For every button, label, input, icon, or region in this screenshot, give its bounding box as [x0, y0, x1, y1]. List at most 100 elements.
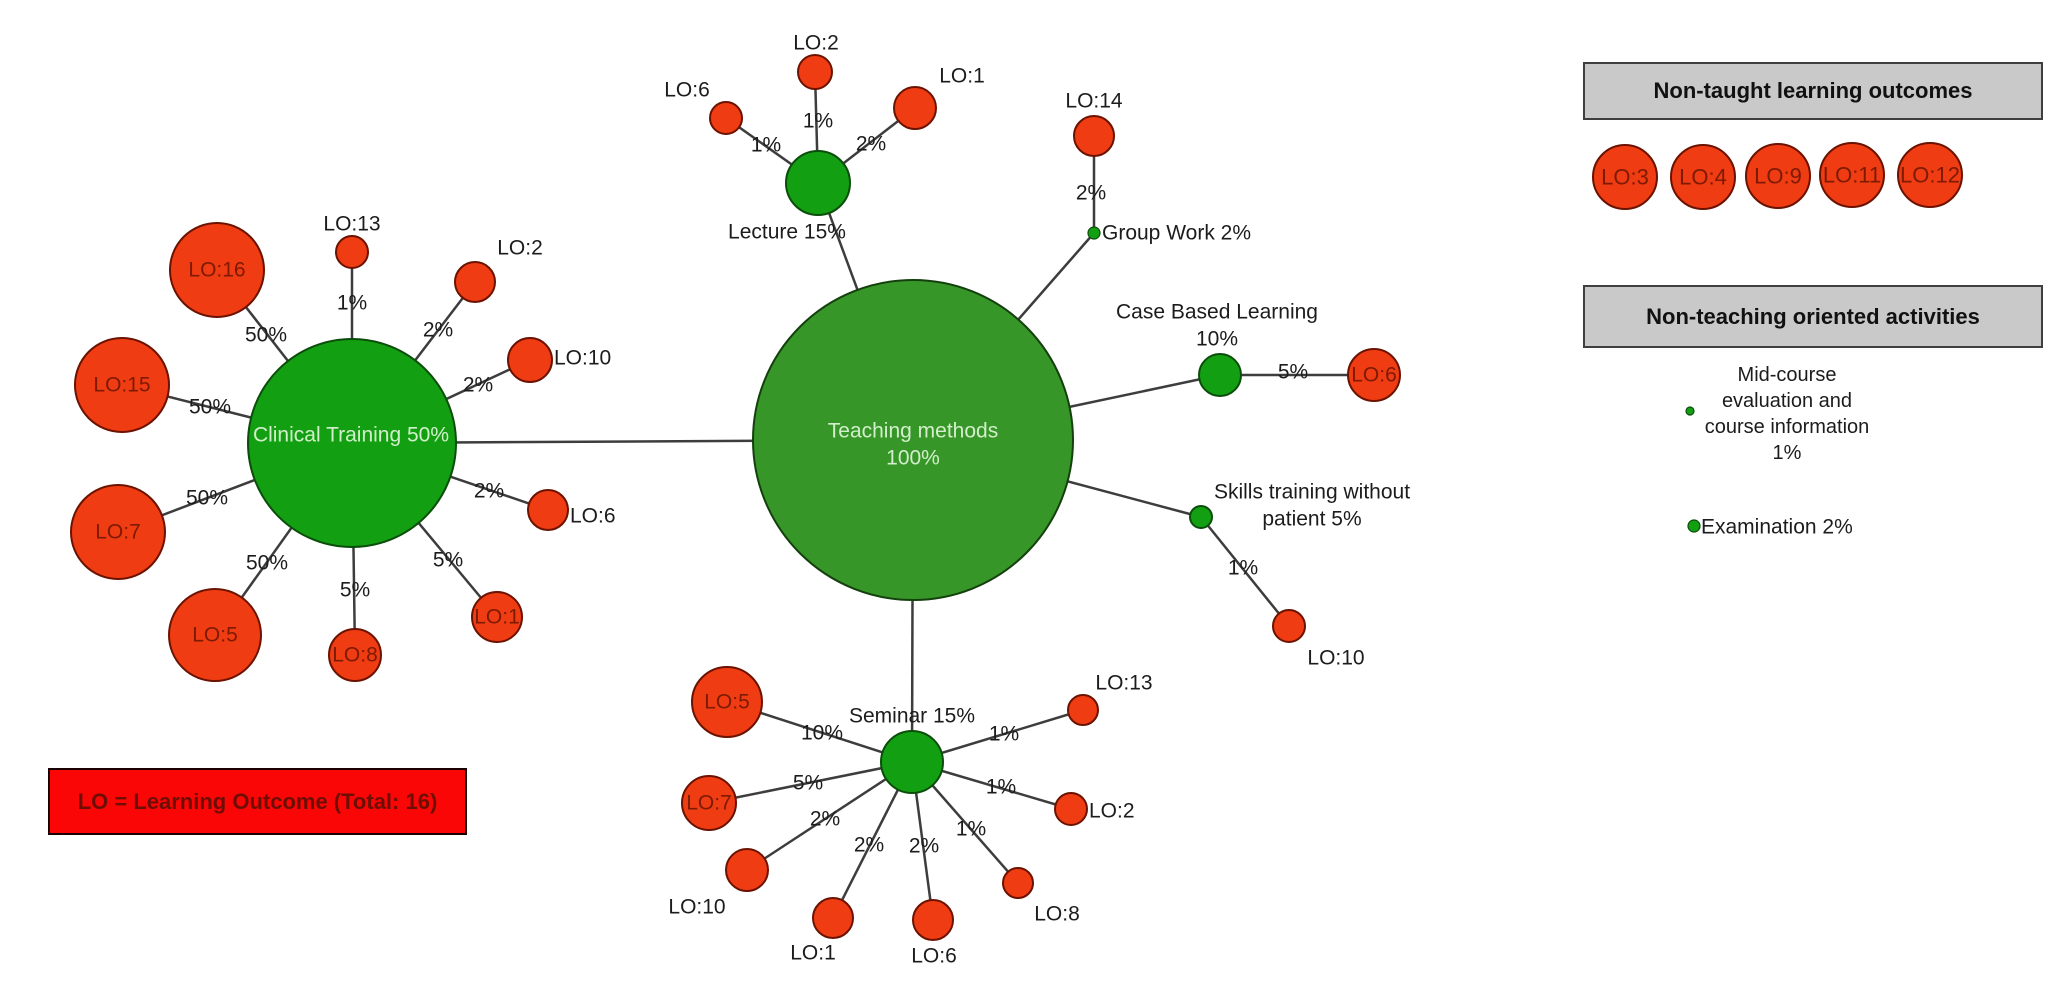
- label-seminar: Seminar 15%: [849, 705, 975, 728]
- node-c10: [507, 337, 553, 383]
- legend-title-non-taught: Non-taught learning outcomes: [1653, 78, 1973, 103]
- edge-skills-sk10: [1200, 516, 1290, 627]
- node-clinical: [247, 338, 457, 548]
- label-cbl-line1: Case Based Learning: [1116, 301, 1318, 324]
- edge-label-clinical-c7: 50%: [186, 487, 228, 510]
- label-s7: LO:7: [686, 792, 732, 815]
- legend-box-non-teaching: Non-teaching oriented activities: [1583, 285, 2043, 348]
- node-s10: [725, 848, 769, 892]
- node-c15: [74, 337, 170, 433]
- node-n3: [1592, 144, 1658, 210]
- edge-label-clinical-c6: 2%: [474, 480, 504, 503]
- label-c8: LO:8: [332, 644, 378, 667]
- mid-course-entry-line2: evaluation and: [1722, 390, 1852, 412]
- label-s1: LO:1: [790, 942, 836, 965]
- label-s2: LO:2: [1089, 800, 1135, 823]
- node-c2: [454, 261, 496, 303]
- node-seminar: [880, 730, 944, 794]
- node-c5: [168, 588, 262, 682]
- label-c15: LO:15: [93, 374, 150, 397]
- node-cb6: [1347, 348, 1401, 402]
- label-c10: LO:10: [554, 347, 611, 370]
- node-s6: [912, 899, 954, 941]
- node-s1: [812, 897, 854, 939]
- node-middot: [1685, 406, 1695, 416]
- node-examdot: [1687, 519, 1701, 533]
- label-n4: LO:4: [1679, 165, 1727, 190]
- node-lc1: [893, 86, 937, 130]
- label-c1: LO:1: [474, 606, 520, 629]
- node-c6: [527, 489, 569, 531]
- edge-label-seminar-s6: 2%: [909, 835, 939, 858]
- edge-label-seminar-s2: 1%: [986, 776, 1016, 799]
- label-s6: LO:6: [911, 945, 957, 968]
- node-s5: [691, 666, 763, 738]
- node-groupwork: [1087, 226, 1101, 240]
- node-sk10: [1272, 609, 1306, 643]
- edge-label-lecture-lc2: 1%: [803, 110, 833, 133]
- label-sk10: LO:10: [1307, 647, 1364, 670]
- abbreviation-key-text: LO = Learning Outcome (Total: 16): [77, 788, 438, 814]
- legend-title-non-teaching: Non-teaching oriented activities: [1646, 303, 1980, 329]
- node-g14: [1073, 115, 1115, 157]
- label-n12: LO:12: [1900, 163, 1960, 188]
- label-lc6: LO:6: [664, 79, 710, 102]
- edge-label-lecture-lc6: 1%: [751, 134, 781, 157]
- node-teaching: [752, 279, 1074, 601]
- edge-label-clinical-c5: 50%: [246, 552, 288, 575]
- label-n3: LO:3: [1601, 165, 1649, 190]
- edge-seminar-s10: [746, 760, 913, 872]
- label-c6: LO:6: [570, 505, 616, 528]
- label-n11: LO:11: [1823, 163, 1881, 188]
- label-cb6: LO:6: [1351, 364, 1397, 387]
- node-s7: [681, 775, 737, 831]
- edge-label-clinical-c13: 1%: [337, 292, 367, 315]
- node-s13: [1067, 694, 1099, 726]
- label-s8: LO:8: [1034, 903, 1080, 926]
- label-c13: LO:13: [323, 213, 380, 236]
- label-teaching-line2: 100%: [886, 447, 940, 470]
- label-lc1: LO:1: [939, 65, 985, 88]
- label-s5: LO:5: [704, 691, 750, 714]
- node-lc2: [797, 54, 833, 90]
- abbreviation-key-box: LO = Learning Outcome (Total: 16): [48, 768, 467, 835]
- label-teaching-line1: Teaching methods: [828, 420, 998, 443]
- label-c7: LO:7: [95, 521, 141, 544]
- edge-label-lecture-lc1: 2%: [856, 133, 886, 156]
- node-n4: [1670, 144, 1736, 210]
- edge-label-clinical-c2: 2%: [423, 319, 453, 342]
- label-clinical: Clinical Training 50%: [253, 424, 449, 447]
- label-lecture: Lecture 15%: [728, 221, 846, 244]
- node-n11: [1819, 142, 1885, 208]
- edge-label-clinical-c10: 2%: [463, 374, 493, 397]
- node-cbl: [1198, 353, 1242, 397]
- edge-seminar-s7: [708, 760, 913, 805]
- label-groupwork: Group Work 2%: [1102, 222, 1251, 245]
- node-c16: [169, 222, 265, 318]
- label-skills-line2: patient 5%: [1262, 508, 1361, 531]
- label-s13: LO:13: [1095, 672, 1152, 695]
- node-c1: [471, 591, 523, 643]
- edge-label-seminar-s1: 2%: [854, 834, 884, 857]
- node-n9: [1745, 143, 1811, 209]
- label-c2: LO:2: [497, 237, 543, 260]
- node-s2: [1054, 792, 1088, 826]
- edge-label-clinical-c1: 5%: [433, 549, 463, 572]
- edge-label-seminar-s5: 10%: [801, 722, 843, 745]
- edge-label-cbl-cb6: 5%: [1278, 361, 1308, 384]
- examination-entry: Examination 2%: [1701, 516, 1853, 539]
- node-c7: [70, 484, 166, 580]
- label-g14: LO:14: [1065, 90, 1123, 113]
- node-lecture: [785, 150, 851, 216]
- node-skills: [1189, 505, 1213, 529]
- node-n12: [1897, 142, 1963, 208]
- edge-label-clinical-c8: 5%: [340, 579, 370, 602]
- legend-box-non-taught: Non-taught learning outcomes: [1583, 62, 2043, 120]
- label-cbl-line2: 10%: [1196, 328, 1238, 351]
- node-lc6: [709, 101, 743, 135]
- edge-label-groupwork-g14: 2%: [1076, 182, 1106, 205]
- mid-course-entry-line4: 1%: [1773, 442, 1802, 464]
- node-c13: [335, 235, 369, 269]
